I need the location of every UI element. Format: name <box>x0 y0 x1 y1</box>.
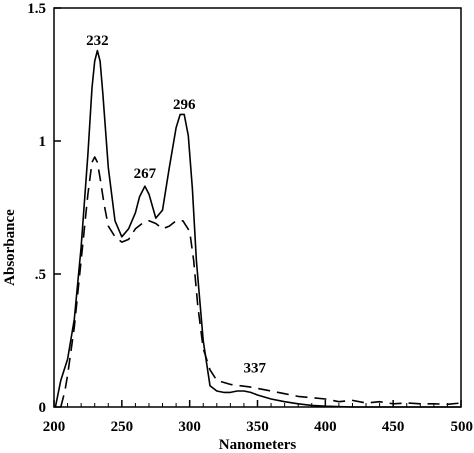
peak-label: 296 <box>173 97 196 113</box>
x-tick-label: 250 <box>111 419 134 435</box>
x-tick-labels: 200 250 300 350 400 450 500 <box>43 419 473 435</box>
x-tick-label: 300 <box>178 419 201 435</box>
peak-annotations: 232 267 296 337 <box>86 33 266 376</box>
y-tick-label: 1.5 <box>27 1 46 17</box>
x-axis-title: Nanometers <box>219 437 297 453</box>
series-group <box>54 49 462 408</box>
x-tick-label: 350 <box>246 419 269 435</box>
series-line-solid <box>54 49 461 408</box>
x-tick-label: 400 <box>314 419 337 435</box>
y-axis-title: Absorbance <box>2 209 18 286</box>
y-tick-labels: 0 .5 1 1.5 <box>27 1 46 416</box>
plot-frame <box>53 7 462 408</box>
peak-label: 267 <box>134 166 157 182</box>
x-tick-label: 200 <box>43 419 66 435</box>
x-tick-label: 500 <box>451 419 474 435</box>
series-line-dashed <box>60 156 462 408</box>
peak-label: 337 <box>244 360 267 376</box>
y-tick-label: .5 <box>35 267 46 283</box>
peak-label: 232 <box>86 33 109 49</box>
axis-ticks <box>53 7 462 408</box>
y-tick-label: 0 <box>39 400 47 416</box>
y-tick-label: 1 <box>39 134 47 150</box>
x-tick-label: 450 <box>382 419 405 435</box>
